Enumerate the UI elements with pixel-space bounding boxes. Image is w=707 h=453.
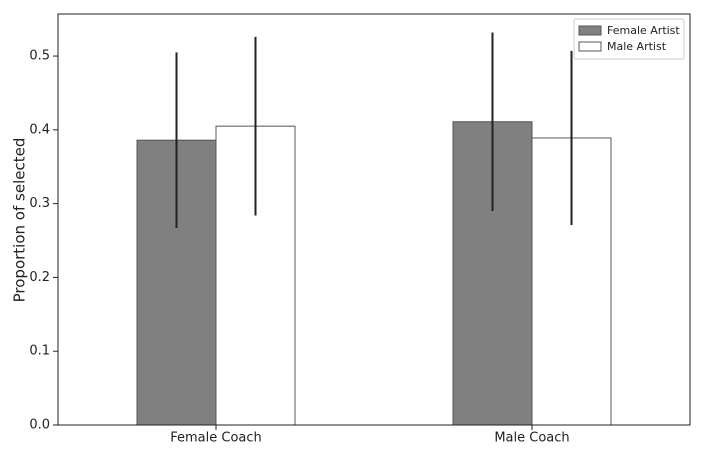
x-tick-label: Male Coach: [494, 431, 569, 446]
legend: Female Artist Male Artist: [573, 18, 685, 60]
y-tick-label: 0.2: [29, 270, 50, 285]
legend-label: Female Artist: [607, 24, 680, 37]
x-tick-label: Female Coach: [170, 431, 262, 446]
y-tick-label: 0.0: [29, 418, 50, 433]
legend-swatch: [578, 41, 602, 52]
y-tick-label: 0.1: [29, 344, 50, 359]
legend-label: Male Artist: [607, 40, 667, 53]
plot-frame: [57, 13, 691, 426]
y-tick-label: 0.5: [29, 49, 50, 64]
y-tick-label: 0.4: [29, 122, 50, 137]
y-axis-label: Proportion of selected: [11, 138, 29, 303]
legend-swatch: [578, 25, 602, 36]
y-tick-label: 0.3: [29, 196, 50, 211]
